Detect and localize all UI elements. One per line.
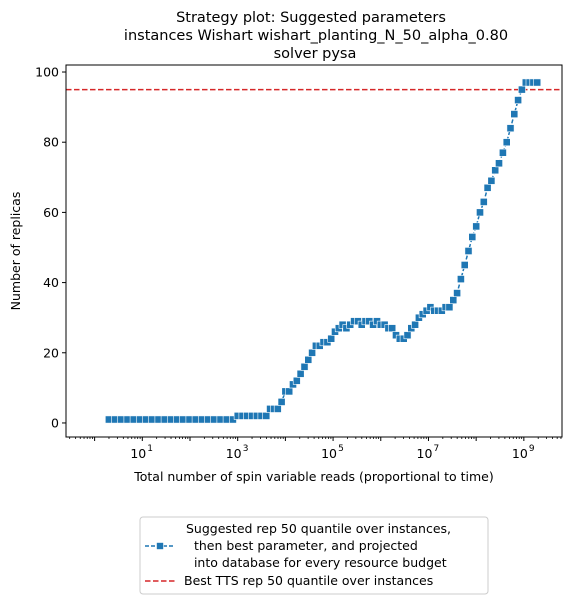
x-tick-label: 10 bbox=[226, 446, 242, 461]
series-suggested-point bbox=[411, 320, 419, 329]
series-suggested-point bbox=[262, 411, 271, 420]
chart-title-line-1: Strategy plot: Suggested parameters bbox=[176, 10, 446, 26]
series-suggested-point bbox=[304, 355, 313, 364]
legend-label-suggested: Suggested rep 50 quantile over instances… bbox=[186, 521, 455, 570]
series-suggested-point bbox=[495, 159, 503, 168]
series-suggested-point bbox=[533, 78, 542, 87]
y-tick-label: 0 bbox=[51, 415, 59, 430]
series-suggested-point bbox=[300, 362, 309, 371]
x-tick-exponent: 5 bbox=[338, 444, 344, 454]
series-suggested-point bbox=[277, 397, 286, 406]
x-tick-label: 10 bbox=[417, 446, 433, 461]
legend: Suggested rep 50 quantile over instances… bbox=[139, 516, 489, 595]
series-suggested-point bbox=[273, 404, 282, 413]
series-suggested-point bbox=[453, 289, 461, 297]
series-suggested-line bbox=[108, 81, 538, 421]
series-suggested-point bbox=[483, 183, 492, 192]
series-suggested-point bbox=[487, 176, 496, 185]
legend-label-suggested-line-1: Suggested rep 50 quantile over instances… bbox=[186, 521, 451, 536]
legend-label-best-tts: Best TTS rep 50 quantile over instances bbox=[184, 573, 433, 588]
x-axis-ticks: 10 1 10 3 10 5 10 7 10 9 bbox=[69, 437, 562, 461]
series-suggested-point bbox=[491, 166, 500, 175]
series-suggested-point bbox=[472, 222, 481, 231]
x-tick-exponent: 1 bbox=[147, 444, 153, 454]
x-tick-label: 10 bbox=[321, 446, 337, 461]
x-tick-exponent: 9 bbox=[529, 444, 535, 454]
series-suggested-point bbox=[292, 376, 301, 385]
series-suggested-point bbox=[308, 348, 316, 357]
series-suggested-point bbox=[476, 208, 484, 217]
series-suggested-point bbox=[510, 110, 519, 118]
y-tick-label: 20 bbox=[43, 345, 59, 360]
series-suggested-point bbox=[498, 148, 507, 157]
series-suggested-point bbox=[403, 331, 412, 340]
series-suggested-point bbox=[502, 138, 511, 147]
x-tick-exponent: 3 bbox=[243, 444, 249, 454]
legend-entry-best-tts: Best TTS rep 50 quantile over instances bbox=[145, 573, 433, 588]
series-suggested-point bbox=[506, 124, 515, 133]
y-axis-ticks: 0 20 40 60 80 100 bbox=[35, 65, 66, 430]
series-suggested-point bbox=[445, 303, 454, 312]
series-suggested-point bbox=[460, 261, 469, 269]
series-suggested-point bbox=[456, 275, 465, 283]
plot-area bbox=[65, 64, 563, 438]
series-suggested-point bbox=[388, 324, 397, 333]
legend-entry-suggested: Suggested rep 50 quantile over instances… bbox=[145, 521, 455, 570]
series-suggested-point bbox=[514, 96, 522, 104]
series-suggested-point bbox=[517, 85, 526, 94]
chart-title-line-2: instances Wishart wishart_planting_N_50_… bbox=[124, 28, 508, 44]
y-tick-label: 80 bbox=[43, 135, 59, 150]
chart-title-line-3: solver pysa bbox=[274, 46, 357, 62]
y-axis-label: Number of replicas bbox=[8, 192, 23, 311]
series-suggested-point bbox=[479, 198, 488, 206]
y-tick-label: 100 bbox=[35, 65, 59, 80]
y-tick-label: 60 bbox=[43, 205, 59, 220]
legend-label-suggested-line-2: then best parameter, and projected bbox=[186, 538, 418, 553]
series-suggested-point bbox=[464, 247, 473, 255]
y-tick-label: 40 bbox=[43, 275, 59, 290]
series-suggested-point bbox=[327, 334, 336, 343]
x-axis-label: Total number of spin variable reads (pro… bbox=[133, 469, 494, 484]
legend-swatch-suggested-marker bbox=[156, 542, 164, 550]
legend-label-suggested-line-3: into database for every resource budget bbox=[186, 555, 447, 570]
series-suggested-point bbox=[296, 369, 305, 378]
series-suggested-point bbox=[449, 296, 458, 304]
x-tick-label: 10 bbox=[130, 446, 146, 461]
series-suggested-point bbox=[468, 233, 477, 241]
series-suggested-point bbox=[285, 387, 294, 396]
legend-box bbox=[139, 516, 489, 595]
x-tick-exponent: 7 bbox=[433, 444, 439, 454]
x-tick-label: 10 bbox=[512, 446, 528, 461]
plot-frame bbox=[65, 64, 563, 438]
